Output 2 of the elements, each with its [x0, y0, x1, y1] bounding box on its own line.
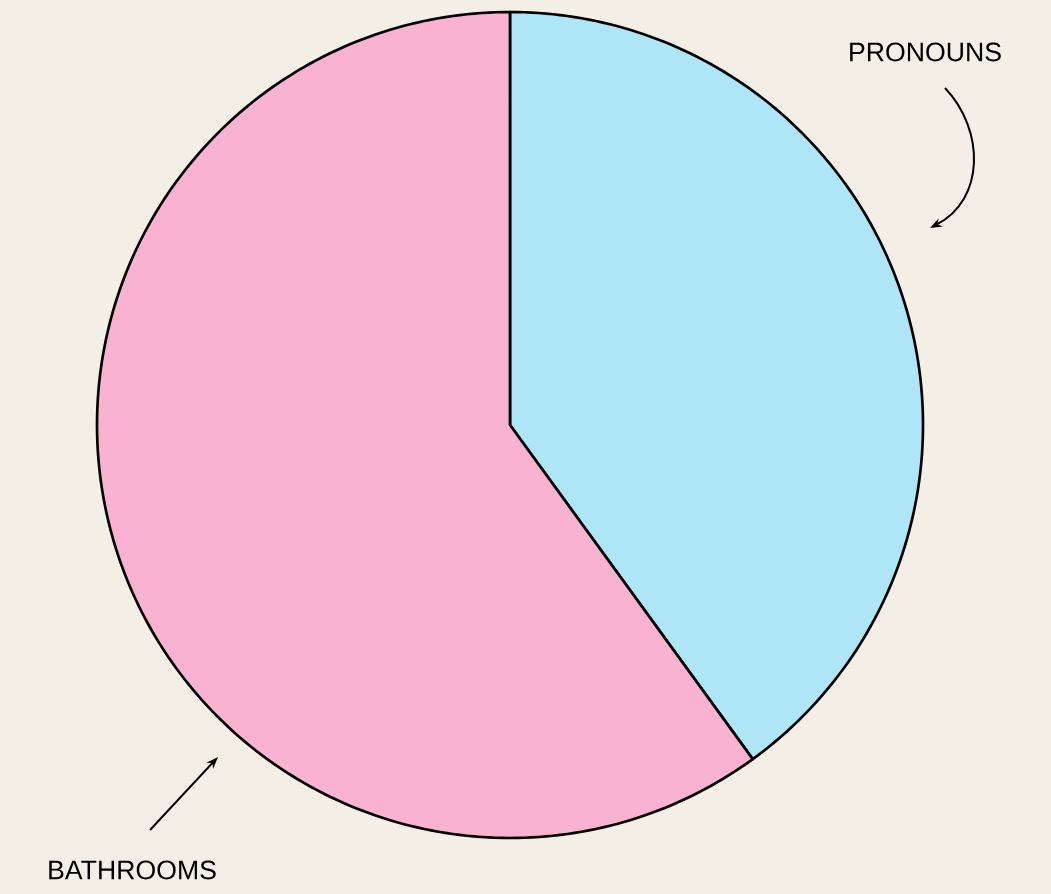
slice-label: BATHROOMS — [49, 860, 216, 880]
slice-label: PRONOUNS — [850, 42, 1001, 62]
